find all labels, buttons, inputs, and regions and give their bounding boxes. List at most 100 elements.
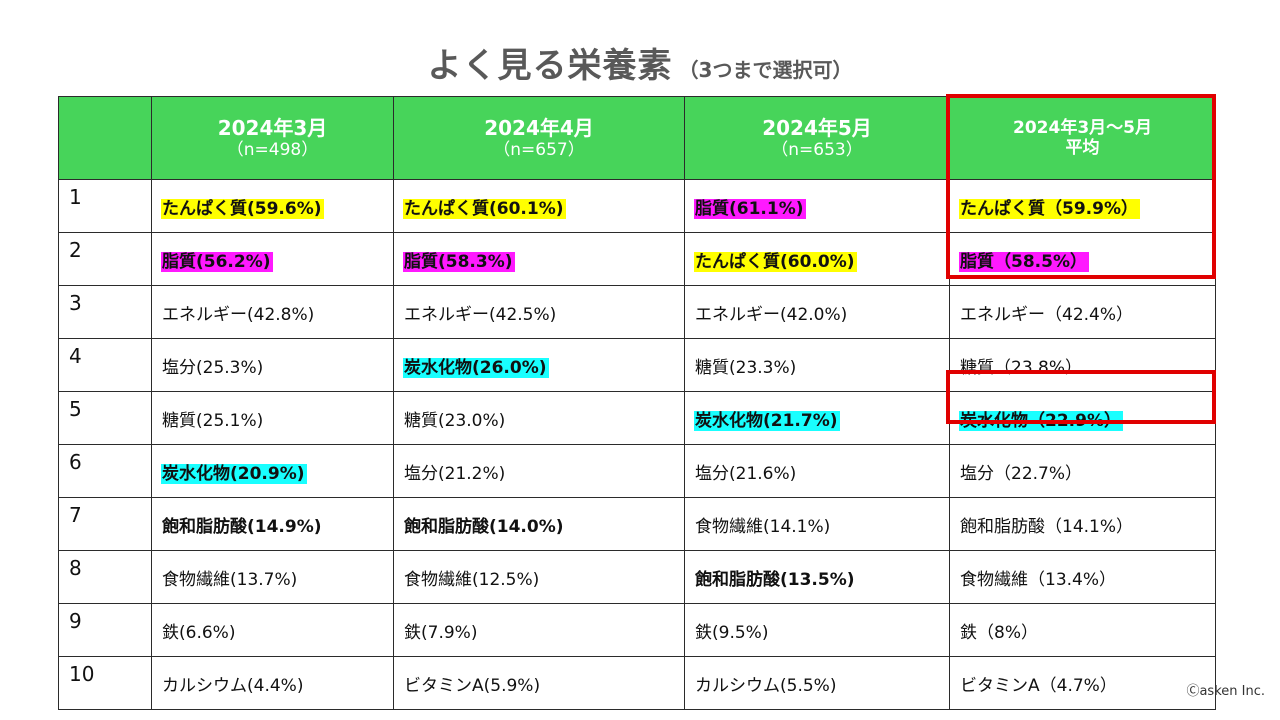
nutrient-value: 食物繊維(13.7%) [162,569,298,590]
slide-title: よく見る栄養素 （3つまで選択可） [0,38,1280,87]
nutrient-value: 飽和脂肪酸（14.1%） [960,516,1134,537]
nutrient-value: 飽和脂肪酸(13.5%) [695,569,855,590]
table-cell: エネルギー(42.8%) [151,285,394,339]
nutrient-value: 糖質(23.3%) [695,357,797,378]
table-cell: 糖質(23.0%) [393,391,685,445]
header-sample-size: （n=653） [771,139,863,160]
nutrient-value: 鉄(9.5%) [695,622,769,643]
table-cell: たんぱく質（59.9%） [949,179,1216,233]
header-average-label: 平均 [1065,138,1100,158]
table-cell: カルシウム(5.5%) [684,656,950,710]
nutrient-value: 脂質(61.1%) [694,198,806,219]
nutrient-value: 食物繊維(12.5%) [404,569,540,590]
table-row: 1 たんぱく質(59.6%) たんぱく質(60.1%) 脂質(61.1%) たんぱく質（… [58,179,1216,233]
rank-number: 9 [58,603,152,657]
rank-number: 4 [58,338,152,392]
header-sample-size: （n=498） [226,139,319,160]
nutrient-value: エネルギー（42.4%） [960,304,1134,325]
header-apr-2024: 2024年4月 （n=657） [393,96,685,180]
nutrient-value: たんぱく質(60.1%) [403,198,566,219]
table-cell: 糖質(25.1%) [151,391,394,445]
nutrient-value: 食物繊維(14.1%) [695,516,831,537]
table-cell: 食物繊維(12.5%) [393,550,685,604]
table-cell: エネルギー（42.4%） [949,285,1216,339]
table-cell: 塩分(25.3%) [151,338,394,392]
rank-number: 8 [58,550,152,604]
nutrient-value: 飽和脂肪酸(14.9%) [162,516,322,537]
table-row: 5 糖質(25.1%) 糖質(23.0%) 炭水化物(21.7%) 炭水化物（22.9%… [58,391,1216,445]
rank-number: 3 [58,285,152,339]
nutrient-value: たんぱく質（59.9%） [959,198,1140,219]
header-rank-column [58,96,152,180]
header-may-2024: 2024年5月 （n=653） [684,96,950,180]
table-cell: 鉄(9.5%) [684,603,950,657]
table-row: 6 炭水化物(20.9%) 塩分(21.2%) 塩分(21.6%) 塩分（22.7%） [58,444,1216,498]
nutrient-value: 塩分(21.2%) [404,463,506,484]
nutrient-value: カルシウム(4.4%) [162,675,304,696]
nutrient-value: 糖質(25.1%) [162,410,264,431]
header-period: 2024年3月～5月 [1013,117,1152,138]
nutrient-value: 食物繊維（13.4%） [960,569,1117,590]
nutrient-value: 脂質（58.5%） [959,251,1089,272]
table-cell: 糖質（23.8%） [949,338,1216,392]
nutrient-value: 炭水化物(20.9%) [161,463,307,484]
header-month: 2024年3月 [217,115,328,140]
table-cell: 炭水化物（22.9%） [949,391,1216,445]
nutrient-value: たんぱく質(59.6%) [161,198,324,219]
table-cell: たんぱく質(60.0%) [684,232,950,286]
table-cell: 脂質（58.5%） [949,232,1216,286]
nutrient-value: 鉄(6.6%) [162,622,236,643]
table-cell: 飽和脂肪酸(14.9%) [151,497,394,551]
copyright: Ⓒasken Inc. [1186,684,1265,699]
table-cell: 炭水化物(21.7%) [684,391,950,445]
table-cell: 飽和脂肪酸(14.0%) [393,497,685,551]
table-row: 2 脂質(56.2%) 脂質(58.3%) たんぱく質(60.0%) 脂質（58.5%） [58,232,1216,286]
rank-number: 10 [58,656,152,710]
header-mar-2024: 2024年3月 （n=498） [151,96,394,180]
header-sample-size: （n=657） [493,139,585,160]
header-month: 2024年5月 [762,115,872,140]
header-month: 2024年4月 [484,115,594,140]
table-cell: ビタミンA(5.9%) [393,656,685,710]
nutrient-value: 糖質（23.8%） [960,357,1083,378]
table-row: 8 食物繊維(13.7%) 食物繊維(12.5%) 飽和脂肪酸(13.5%) 食物繊維（… [58,550,1216,604]
table-cell: ビタミンA（4.7%） [949,656,1216,710]
table-cell: エネルギー(42.0%) [684,285,950,339]
table-cell: 脂質(61.1%) [684,179,950,233]
table-row: 4 塩分(25.3%) 炭水化物(26.0%) 糖質(23.3%) 糖質（23.8%） [58,338,1216,392]
table-cell: たんぱく質(59.6%) [151,179,394,233]
table-cell: 飽和脂肪酸（14.1%） [949,497,1216,551]
nutrient-value: 炭水化物(21.7%) [694,410,840,431]
table-cell: 食物繊維(13.7%) [151,550,394,604]
rank-number: 2 [58,232,152,286]
table-cell: 食物繊維（13.4%） [949,550,1216,604]
nutrient-value: たんぱく質(60.0%) [694,251,857,272]
nutrient-value: 脂質(56.2%) [161,251,273,272]
nutrient-value: 炭水化物（22.9%） [959,410,1123,431]
table-cell: たんぱく質(60.1%) [393,179,685,233]
table-cell: 食物繊維(14.1%) [684,497,950,551]
rank-number: 6 [58,444,152,498]
table-cell: 塩分(21.6%) [684,444,950,498]
table-cell: エネルギー(42.5%) [393,285,685,339]
nutrient-value: 塩分(21.6%) [695,463,797,484]
table-cell: 炭水化物(20.9%) [151,444,394,498]
nutrient-value: 飽和脂肪酸(14.0%) [404,516,564,537]
header-row: 2024年3月 （n=498） 2024年4月 （n=657） 2024年5月 … [58,96,1216,180]
table-cell: 鉄（8%） [949,603,1216,657]
table-row: 7 飽和脂肪酸(14.9%) 飽和脂肪酸(14.0%) 食物繊維(14.1%) 飽和脂肪… [58,497,1216,551]
table-row: 9 鉄(6.6%) 鉄(7.9%) 鉄(9.5%) 鉄（8%） [58,603,1216,657]
table-cell: 塩分（22.7%） [949,444,1216,498]
nutrient-value: 鉄(7.9%) [404,622,478,643]
table-cell: 糖質(23.3%) [684,338,950,392]
nutrient-value: 塩分（22.7%） [960,463,1083,484]
table-cell: 脂質(58.3%) [393,232,685,286]
rank-number: 1 [58,179,152,233]
nutrient-value: エネルギー(42.5%) [404,304,557,325]
table-cell: 飽和脂肪酸(13.5%) [684,550,950,604]
nutrient-value: 鉄（8%） [960,622,1038,643]
table-row: 10 カルシウム(4.4%) ビタミンA(5.9%) カルシウム(5.5%) ビタミンA… [58,656,1216,710]
nutrient-value: 塩分(25.3%) [162,357,264,378]
nutrient-value: エネルギー(42.8%) [162,304,315,325]
table-cell: 鉄(6.6%) [151,603,394,657]
